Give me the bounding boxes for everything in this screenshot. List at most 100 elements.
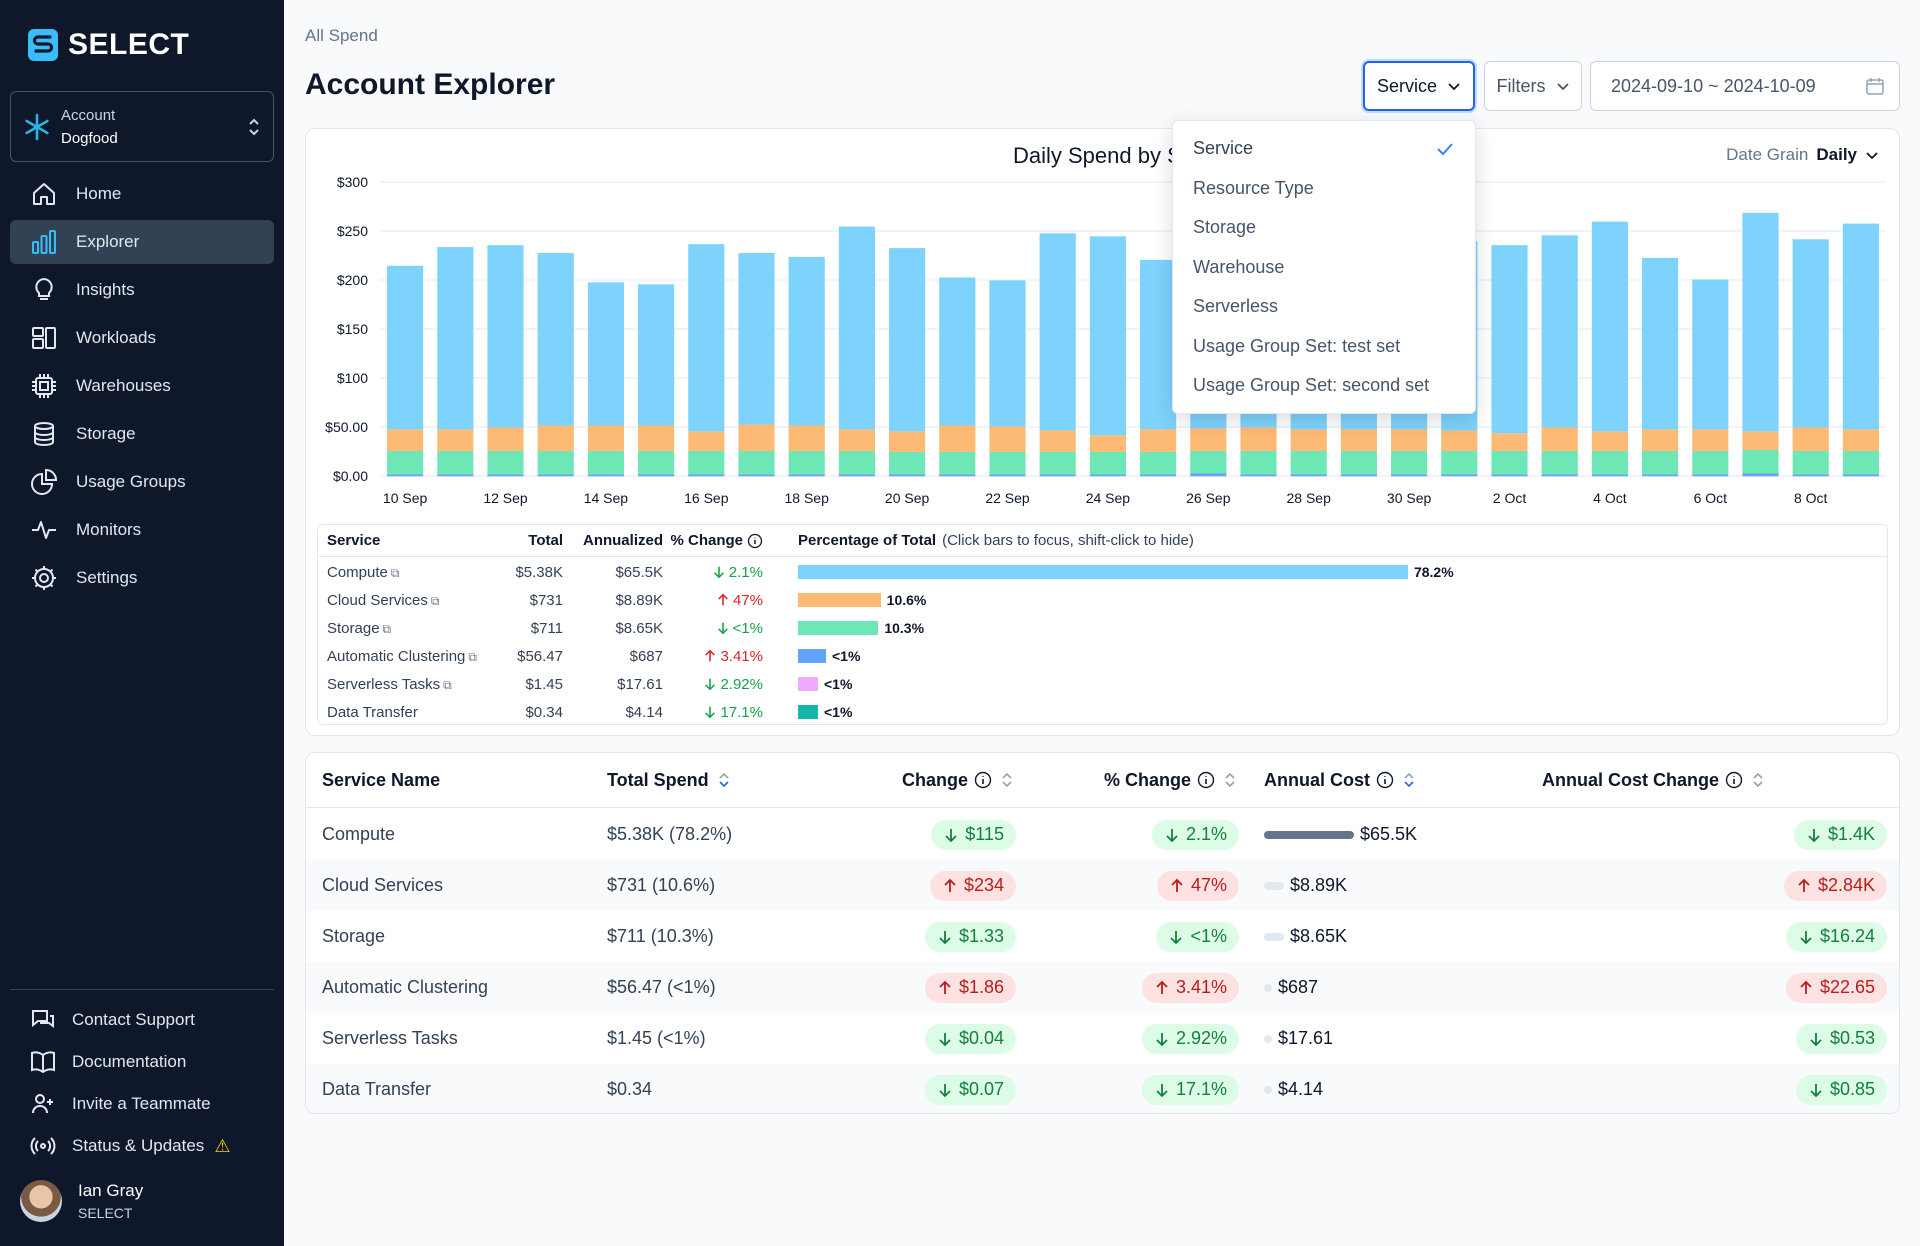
bar-segment[interactable] xyxy=(537,475,574,477)
bar-segment[interactable] xyxy=(939,451,976,475)
bar-segment[interactable] xyxy=(1842,223,1879,430)
invite-teammate-link[interactable]: Invite a Teammate xyxy=(10,1083,274,1125)
bar-segment[interactable] xyxy=(487,474,524,476)
external-link-icon[interactable]: ⧉ xyxy=(430,593,440,608)
summary-row[interactable]: Serverless Tasks ⧉ $1.45 $17.61 2.92% <1% xyxy=(318,670,1887,698)
bar-segment[interactable] xyxy=(688,475,725,477)
summary-service[interactable]: Automatic Clustering ⧉ xyxy=(327,648,477,665)
bar-segment[interactable] xyxy=(1642,474,1679,476)
bar-segment[interactable] xyxy=(788,475,825,477)
bar-segment[interactable] xyxy=(1591,450,1628,475)
bar-segment[interactable] xyxy=(1290,429,1327,451)
group-by-select[interactable]: Service xyxy=(1363,61,1475,111)
bar-segment[interactable] xyxy=(1391,474,1428,476)
summary-pct[interactable]: 78.2% xyxy=(798,564,1454,580)
bar-segment[interactable] xyxy=(1089,474,1126,476)
bar-segment[interactable] xyxy=(989,474,1026,476)
bar-segment[interactable] xyxy=(1240,450,1277,475)
table-row[interactable]: Storage $711 (10.3%) $1.33 <1% $8.65K $16.24 xyxy=(306,911,1899,962)
bar-segment[interactable] xyxy=(537,450,574,475)
bar-segment[interactable] xyxy=(1089,236,1126,436)
bar-segment[interactable] xyxy=(1491,450,1528,475)
bar-segment[interactable] xyxy=(387,429,424,451)
service-name[interactable]: Data Transfer xyxy=(322,1079,432,1099)
bar-segment[interactable] xyxy=(1039,430,1076,452)
bar-segment[interactable] xyxy=(1140,475,1177,477)
bar-segment[interactable] xyxy=(437,475,474,477)
pct-bar[interactable] xyxy=(798,677,818,691)
bar-segment[interactable] xyxy=(838,474,875,476)
dropdown-option[interactable]: Usage Group Set: second set xyxy=(1173,366,1475,406)
bar-segment[interactable] xyxy=(1089,435,1126,452)
bar-segment[interactable] xyxy=(1391,475,1428,477)
dropdown-option[interactable]: Usage Group Set: test set xyxy=(1173,327,1475,367)
bar-segment[interactable] xyxy=(638,284,675,426)
table-row[interactable]: Compute $5.38K (78.2%) $115 2.1% $65.5K $1.4K xyxy=(306,809,1899,860)
bar-segment[interactable] xyxy=(688,431,725,451)
bar-segment[interactable] xyxy=(738,475,775,477)
bar-segment[interactable] xyxy=(1039,451,1076,475)
bar-segment[interactable] xyxy=(939,475,976,477)
bar-segment[interactable] xyxy=(1842,475,1879,477)
user-profile[interactable]: Ian Gray SELECT xyxy=(20,1180,143,1222)
bar-segment[interactable] xyxy=(1290,475,1327,477)
summary-row[interactable]: Automatic Clustering ⧉ $56.47 $687 3.41% <1% xyxy=(318,642,1887,670)
external-link-icon[interactable]: ⧉ xyxy=(443,677,452,692)
bar-segment[interactable] xyxy=(587,474,624,476)
summary-pct[interactable]: <1% xyxy=(798,676,852,692)
bar-segment[interactable] xyxy=(487,450,524,475)
bar-segment[interactable] xyxy=(1541,474,1578,476)
bar-segment[interactable] xyxy=(1089,451,1126,475)
bar-segment[interactable] xyxy=(1190,475,1227,477)
col-header-annual-cost[interactable]: Annual Cost xyxy=(1264,753,1418,807)
dropdown-option[interactable]: Resource Type xyxy=(1173,169,1475,209)
bar-segment[interactable] xyxy=(1742,473,1779,476)
documentation-link[interactable]: Documentation xyxy=(10,1041,274,1083)
bar-segment[interactable] xyxy=(989,451,1026,475)
bar-segment[interactable] xyxy=(387,265,424,430)
summary-service[interactable]: Compute ⧉ xyxy=(327,564,399,581)
bar-segment[interactable] xyxy=(1391,450,1428,475)
bar-segment[interactable] xyxy=(1742,475,1779,477)
bar-segment[interactable] xyxy=(1140,451,1177,475)
summary-row[interactable]: Storage ⧉ $711 $8.65K <1% 10.3% xyxy=(318,614,1887,642)
bar-segment[interactable] xyxy=(487,475,524,477)
logo[interactable]: SELECT xyxy=(28,28,189,62)
nav-item-explorer[interactable]: Explorer xyxy=(10,220,274,264)
bar-segment[interactable] xyxy=(387,450,424,475)
external-link-icon[interactable]: ⧉ xyxy=(390,565,400,580)
bar-segment[interactable] xyxy=(587,475,624,477)
bar-segment[interactable] xyxy=(939,474,976,476)
bar-segment[interactable] xyxy=(1190,428,1227,451)
bar-segment[interactable] xyxy=(1591,475,1628,477)
summary-pct[interactable]: 10.6% xyxy=(798,592,926,608)
bar-segment[interactable] xyxy=(989,426,1026,452)
summary-service[interactable]: Cloud Services ⧉ xyxy=(327,592,439,609)
bar-segment[interactable] xyxy=(1591,474,1628,476)
bar-segment[interactable] xyxy=(1491,474,1528,476)
nav-item-monitors[interactable]: Monitors xyxy=(10,508,274,552)
bar-segment[interactable] xyxy=(437,247,474,430)
pct-bar[interactable] xyxy=(798,593,881,607)
bar-segment[interactable] xyxy=(1340,475,1377,477)
bar-segment[interactable] xyxy=(788,474,825,476)
bar-segment[interactable] xyxy=(437,450,474,475)
bar-segment[interactable] xyxy=(1742,212,1779,432)
bar-segment[interactable] xyxy=(1792,239,1829,428)
bar-segment[interactable] xyxy=(1842,474,1879,476)
bar-segment[interactable] xyxy=(1290,450,1327,475)
bar-segment[interactable] xyxy=(1842,450,1879,475)
bar-segment[interactable] xyxy=(1792,475,1829,477)
bar-segment[interactable] xyxy=(889,451,926,475)
bar-segment[interactable] xyxy=(688,474,725,476)
bar-segment[interactable] xyxy=(1642,429,1679,451)
bar-segment[interactable] xyxy=(1591,431,1628,451)
status-updates-link[interactable]: Status & Updates ⚠ xyxy=(10,1125,274,1167)
bar-segment[interactable] xyxy=(1140,474,1177,476)
bar-segment[interactable] xyxy=(1240,475,1277,477)
bar-segment[interactable] xyxy=(889,474,926,476)
dropdown-option[interactable]: Service xyxy=(1173,129,1475,169)
bar-segment[interactable] xyxy=(1039,475,1076,477)
summary-row[interactable]: Data Transfer $0.34 $4.14 17.1% <1% xyxy=(318,698,1887,726)
breadcrumb[interactable]: All Spend xyxy=(305,26,378,45)
